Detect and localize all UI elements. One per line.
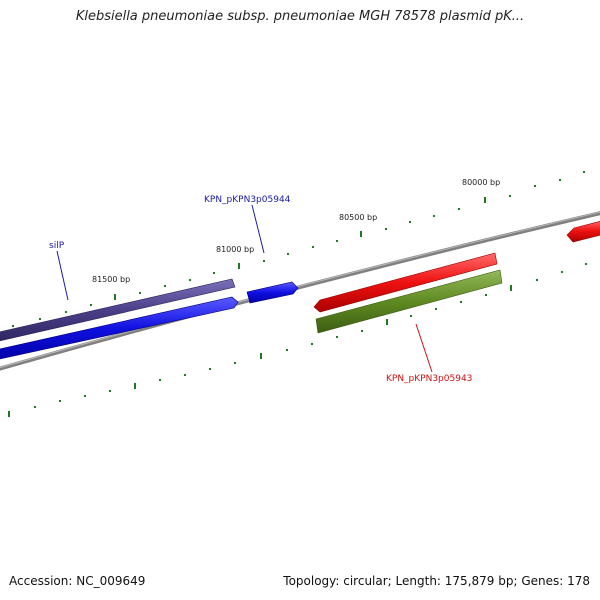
position-label-81000: 81000 bp xyxy=(216,245,254,254)
gene-silp[interactable] xyxy=(0,278,236,342)
outer-tick-marks xyxy=(12,171,585,327)
gene-kpn-pkpn3p05943[interactable] xyxy=(315,269,503,334)
gene-red-forward[interactable] xyxy=(313,252,498,313)
inner-tick-marks xyxy=(8,263,587,417)
gene-label-silp[interactable]: silP xyxy=(49,241,65,251)
topology-summary: Topology: circular; Length: 175,879 bp; … xyxy=(283,574,590,588)
gene-kpn-pkpn3p05944[interactable] xyxy=(246,281,299,304)
kpn-pkpn3p05944-leader xyxy=(251,204,265,254)
map-title: Klebsiella pneumoniae subsp. pneumoniae … xyxy=(75,9,525,24)
accession-text: Accession: NC_009649 xyxy=(9,574,146,588)
plasmid-backbone xyxy=(0,211,600,371)
position-label-80500: 80500 bp xyxy=(339,213,377,222)
silp-leader xyxy=(56,250,69,301)
kpn-pkpn3p05943-leader xyxy=(415,323,433,373)
gene-label-kpn-pkpn3p05943[interactable]: KPN_pKPN3p05943 xyxy=(386,374,472,384)
gene-label-kpn-pkpn3p05944[interactable]: KPN_pKPN3p05944 xyxy=(204,195,291,205)
gene-blue-long[interactable] xyxy=(0,296,239,360)
position-label-80000: 80000 bp xyxy=(462,178,500,187)
position-label-81500: 81500 bp xyxy=(92,275,130,284)
gene-red-edge[interactable] xyxy=(566,220,600,243)
